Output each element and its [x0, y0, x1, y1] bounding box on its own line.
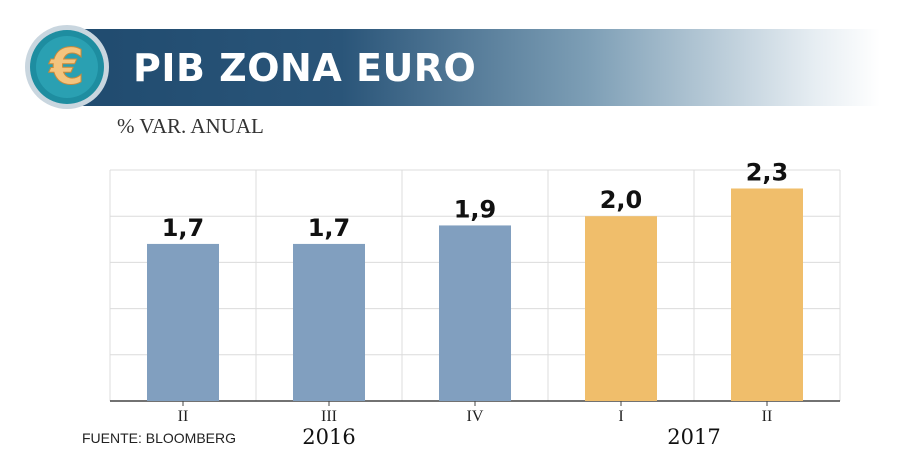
- chart-source: FUENTE: BLOOMBERG: [82, 430, 237, 446]
- bar-1: [147, 243, 219, 401]
- bar-2: [293, 243, 365, 401]
- chart-title: PIB ZONA EURO: [133, 46, 477, 90]
- bar-3: [439, 225, 511, 401]
- chart-subtitle: % VAR. ANUAL: [117, 114, 264, 138]
- svg-text:€: €: [49, 38, 85, 96]
- x-tick-label-4: I: [618, 408, 623, 425]
- year-label-2017: 2017: [667, 425, 720, 449]
- euro-icon: €: [25, 25, 109, 109]
- year-label-2016: 2016: [302, 425, 355, 449]
- x-tick-label-5: II: [762, 408, 773, 425]
- chart-labels: 1,7 II 1,7 III 1,9 IV 2,0 I 2,3 II 2016 2017: [162, 158, 789, 449]
- chart-bars: [147, 188, 803, 401]
- title-banner: [52, 29, 880, 106]
- data-label-3: 1,9: [454, 195, 497, 223]
- data-label-5: 2,3: [746, 158, 789, 186]
- bar-5: [731, 188, 803, 401]
- x-tick-label-2: III: [321, 408, 337, 425]
- bar-4: [585, 216, 657, 401]
- data-label-2: 1,7: [308, 214, 351, 242]
- x-tick-label-1: II: [178, 408, 189, 425]
- x-tick-label-3: IV: [467, 408, 484, 425]
- data-label-4: 2,0: [600, 186, 643, 214]
- data-label-1: 1,7: [162, 214, 205, 242]
